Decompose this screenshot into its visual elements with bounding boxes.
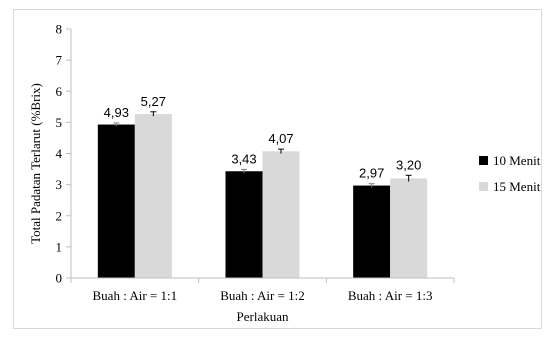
chart-frame: 0 1 2 3 4 5 6 7 8 4,93 5,27 3,43 4,07 2,97 3,20 Buah …: [13, 9, 542, 329]
y-tick-label: 4: [56, 146, 63, 161]
y-tick-label: 8: [56, 22, 63, 37]
bar: [97, 124, 135, 279]
legend-label: 10 Menit: [493, 153, 541, 168]
bar: [225, 171, 263, 278]
bars: 4,93 5,27 3,43 4,07 2,97 3,20: [97, 94, 428, 279]
legend: 10 Menit 15 Menit: [479, 153, 541, 194]
bar: [134, 113, 172, 278]
x-axis-label: Perlakuan: [237, 309, 289, 324]
data-label: 4,07: [268, 131, 293, 146]
x-tick-label: Buah : Air = 1:2: [220, 288, 305, 303]
y-tick-label: 6: [56, 84, 63, 99]
legend-swatch: [479, 156, 488, 165]
x-axis: Buah : Air = 1:1 Buah : Air = 1:2 Buah : A…: [70, 277, 455, 303]
data-label: 3,20: [396, 157, 421, 172]
y-axis: 0 1 2 3 4 5 6 7 8: [56, 22, 72, 286]
y-tick-label: 1: [56, 239, 63, 254]
data-label: 4,93: [104, 105, 129, 120]
legend-swatch: [479, 182, 488, 191]
data-label: 2,97: [359, 166, 384, 181]
bar: [262, 151, 300, 278]
bar-chart: 0 1 2 3 4 5 6 7 8 4,93 5,27 3,43 4,07 2,97 3,20 Buah …: [28, 22, 541, 325]
x-tick-label: Buah : Air = 1:3: [348, 288, 433, 303]
bar: [353, 185, 391, 278]
y-tick-label: 5: [56, 115, 63, 130]
legend-label: 15 Menit: [493, 179, 541, 194]
data-label: 5,27: [141, 94, 166, 109]
y-tick-label: 2: [56, 208, 63, 223]
x-tick-label: Buah : Air = 1:1: [93, 288, 178, 303]
y-tick-label: 3: [56, 177, 63, 192]
y-tick-label: 0: [56, 271, 63, 286]
y-tick-label: 7: [56, 53, 63, 68]
data-label: 3,43: [231, 151, 256, 166]
y-axis-label: Total Padatan Terlarut (%Brix): [28, 83, 43, 244]
bar: [390, 178, 428, 278]
